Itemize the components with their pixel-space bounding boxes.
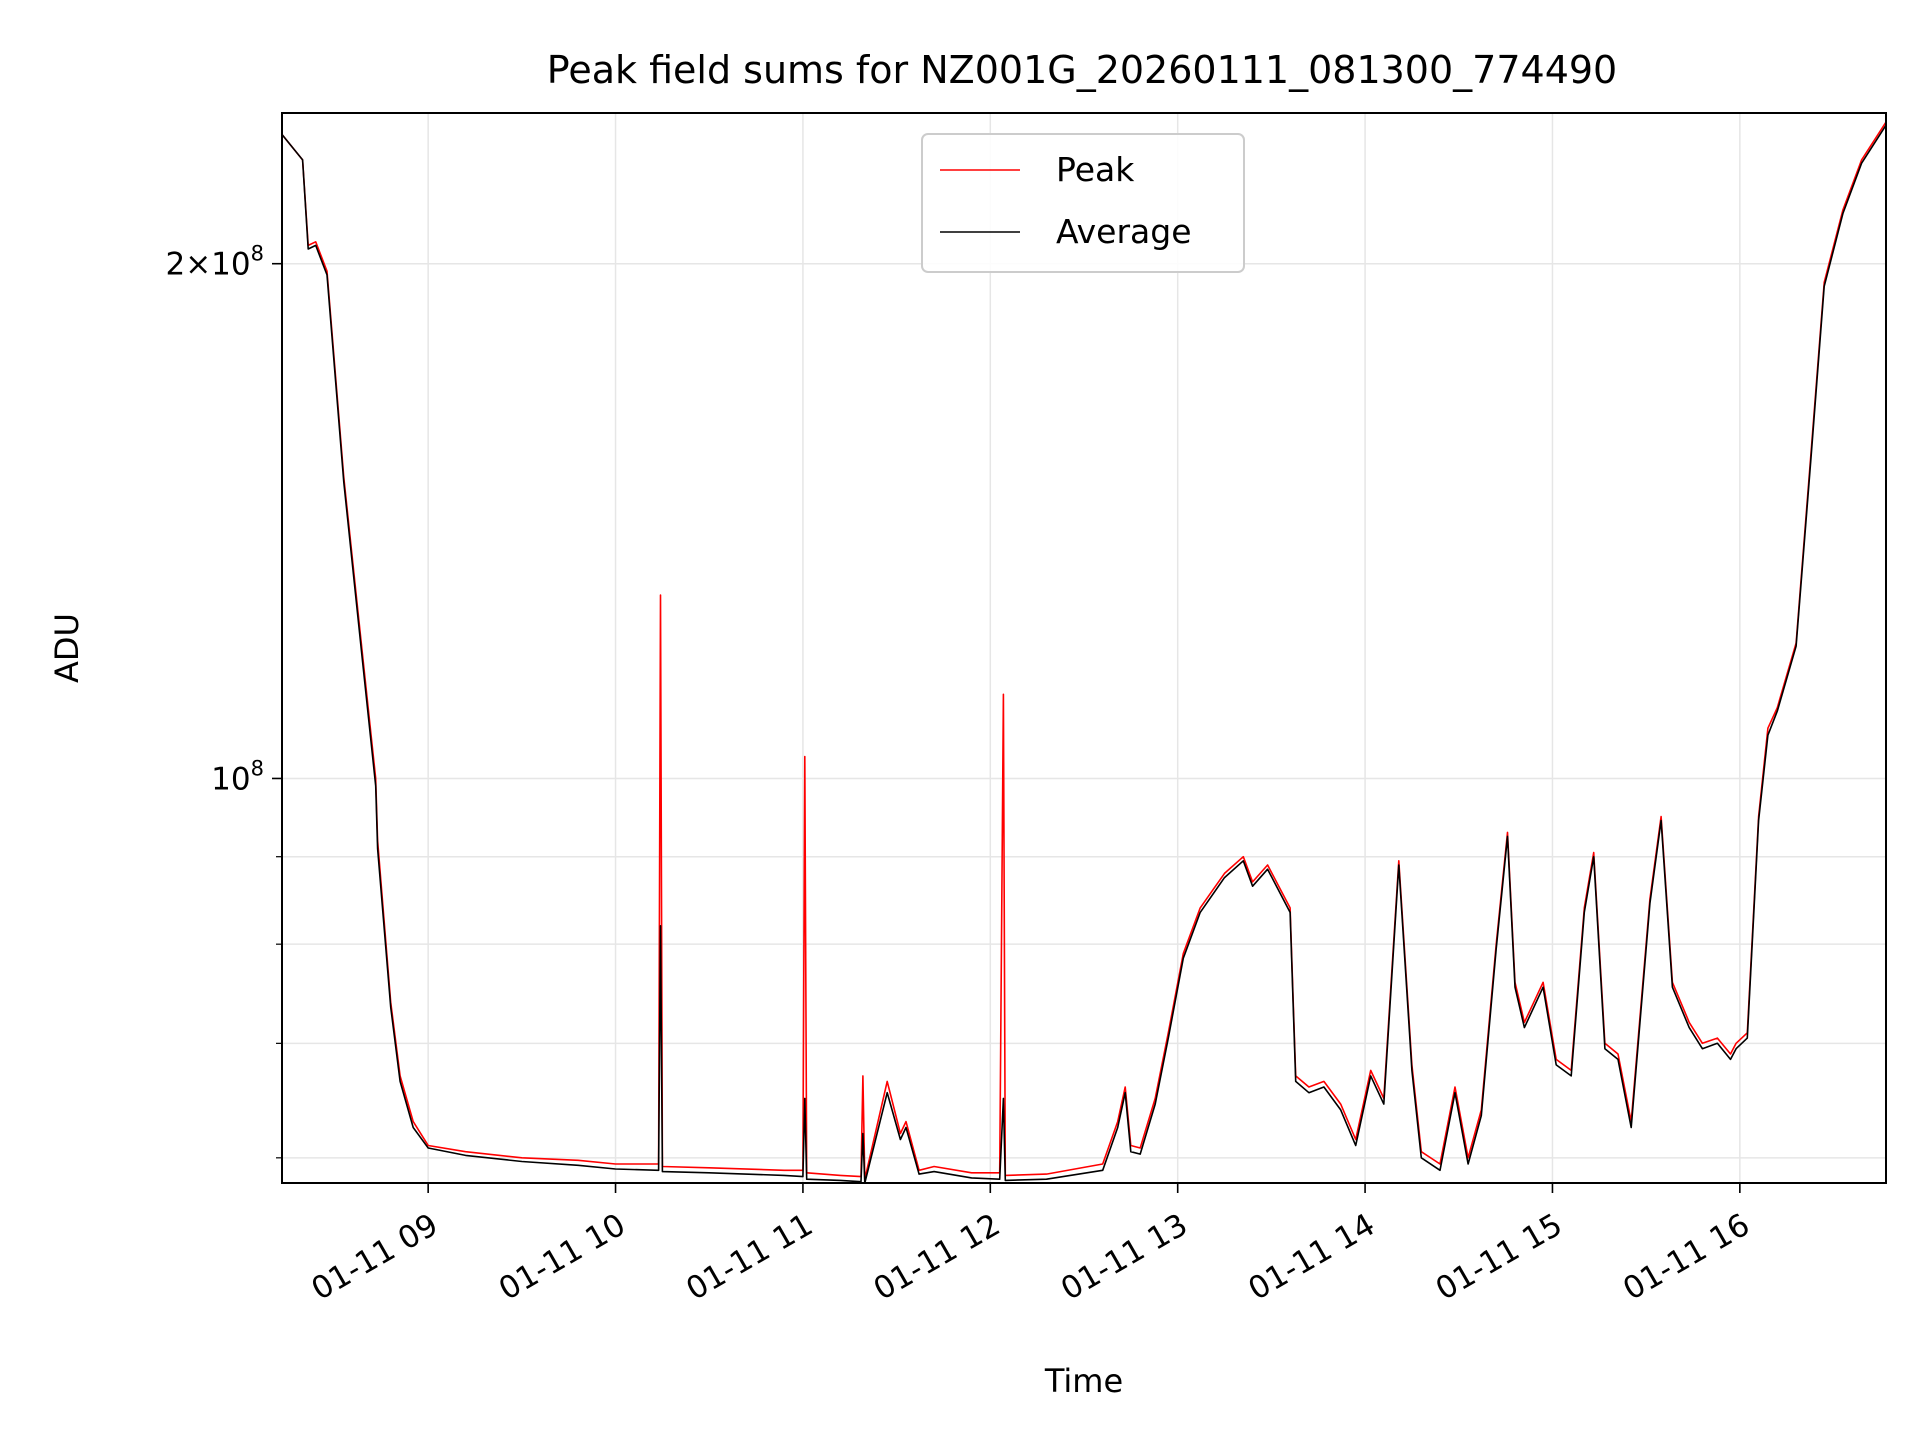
y-tick-label: 2×108 (165, 242, 264, 283)
chart-title: Peak field sums for NZ001G_20260111_0813… (547, 48, 1617, 92)
series-line-peak (281, 121, 1887, 1180)
y-axis-label: ADU (48, 613, 86, 683)
legend: Peak Average (921, 133, 1245, 273)
series-line-average (281, 124, 1887, 1184)
plot-frame (281, 112, 1887, 1184)
series-group (281, 121, 1887, 1184)
legend-label-average: Average (1056, 212, 1192, 251)
y-axis: 108 2×108 (165, 242, 282, 1159)
legend-label-peak: Peak (1056, 150, 1135, 189)
x-axis-label: Time (1044, 1362, 1123, 1400)
y-tick-label: 108 (211, 756, 264, 797)
legend-box (921, 133, 1245, 273)
